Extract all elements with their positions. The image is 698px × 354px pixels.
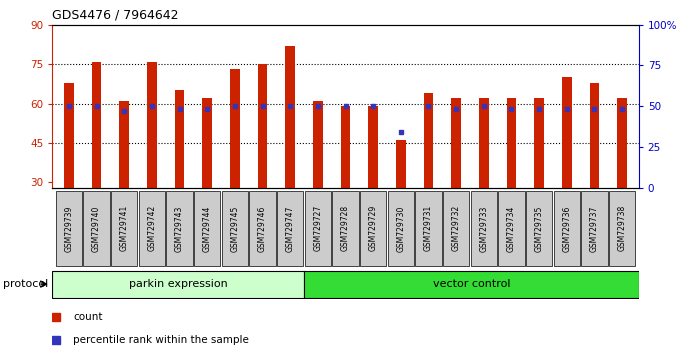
FancyBboxPatch shape [332, 191, 359, 266]
Bar [534, 98, 544, 188]
Text: GSM729740: GSM729740 [92, 205, 101, 252]
Bar [258, 64, 267, 188]
Bar [341, 106, 350, 188]
FancyBboxPatch shape [554, 191, 580, 266]
FancyBboxPatch shape [305, 191, 331, 266]
Text: GSM729731: GSM729731 [424, 205, 433, 251]
Bar [202, 98, 212, 188]
Bar [452, 98, 461, 188]
FancyBboxPatch shape [415, 191, 442, 266]
FancyBboxPatch shape [194, 191, 221, 266]
FancyBboxPatch shape [304, 270, 639, 298]
FancyBboxPatch shape [609, 191, 635, 266]
Bar [369, 106, 378, 188]
FancyBboxPatch shape [443, 191, 469, 266]
Text: GSM729741: GSM729741 [120, 205, 128, 251]
Text: protocol: protocol [3, 279, 49, 289]
Text: GSM729743: GSM729743 [175, 205, 184, 252]
Text: GSM729739: GSM729739 [64, 205, 73, 252]
FancyBboxPatch shape [222, 191, 248, 266]
Text: GSM729729: GSM729729 [369, 205, 378, 251]
FancyBboxPatch shape [470, 191, 497, 266]
Text: vector control: vector control [433, 279, 510, 289]
Bar [617, 98, 627, 188]
Bar [147, 62, 157, 188]
Bar [64, 82, 74, 188]
Bar [590, 82, 600, 188]
Text: GSM729747: GSM729747 [285, 205, 295, 252]
Bar [119, 101, 129, 188]
Text: count: count [73, 312, 103, 322]
Text: GSM729730: GSM729730 [396, 205, 406, 252]
Text: GSM729735: GSM729735 [535, 205, 544, 252]
FancyBboxPatch shape [581, 191, 607, 266]
FancyBboxPatch shape [277, 191, 304, 266]
Text: GSM729733: GSM729733 [480, 205, 489, 252]
FancyBboxPatch shape [166, 191, 193, 266]
Text: GSM729746: GSM729746 [258, 205, 267, 252]
Bar [285, 46, 295, 188]
Text: GSM729734: GSM729734 [507, 205, 516, 252]
Text: GSM729732: GSM729732 [452, 205, 461, 251]
Bar [424, 93, 433, 188]
Bar [91, 62, 101, 188]
FancyBboxPatch shape [387, 191, 414, 266]
Text: GSM729742: GSM729742 [147, 205, 156, 251]
Text: GSM729736: GSM729736 [563, 205, 571, 252]
Text: percentile rank within the sample: percentile rank within the sample [73, 335, 249, 345]
Text: GSM729745: GSM729745 [230, 205, 239, 252]
Text: GSM729737: GSM729737 [590, 205, 599, 252]
FancyBboxPatch shape [52, 270, 304, 298]
FancyBboxPatch shape [139, 191, 165, 266]
Text: GSM729728: GSM729728 [341, 205, 350, 251]
Bar [174, 90, 184, 188]
Bar [507, 98, 517, 188]
Bar [396, 140, 406, 188]
Text: GDS4476 / 7964642: GDS4476 / 7964642 [52, 9, 179, 22]
Text: GSM729738: GSM729738 [618, 205, 627, 251]
FancyBboxPatch shape [498, 191, 525, 266]
FancyBboxPatch shape [360, 191, 386, 266]
Bar [562, 77, 572, 188]
FancyBboxPatch shape [526, 191, 552, 266]
FancyBboxPatch shape [249, 191, 276, 266]
Text: GSM729727: GSM729727 [313, 205, 322, 251]
FancyBboxPatch shape [56, 191, 82, 266]
FancyBboxPatch shape [84, 191, 110, 266]
Bar [230, 69, 239, 188]
Text: parkin expression: parkin expression [129, 279, 228, 289]
Bar [313, 101, 322, 188]
FancyBboxPatch shape [111, 191, 138, 266]
Bar [479, 98, 489, 188]
Text: GSM729744: GSM729744 [202, 205, 211, 252]
